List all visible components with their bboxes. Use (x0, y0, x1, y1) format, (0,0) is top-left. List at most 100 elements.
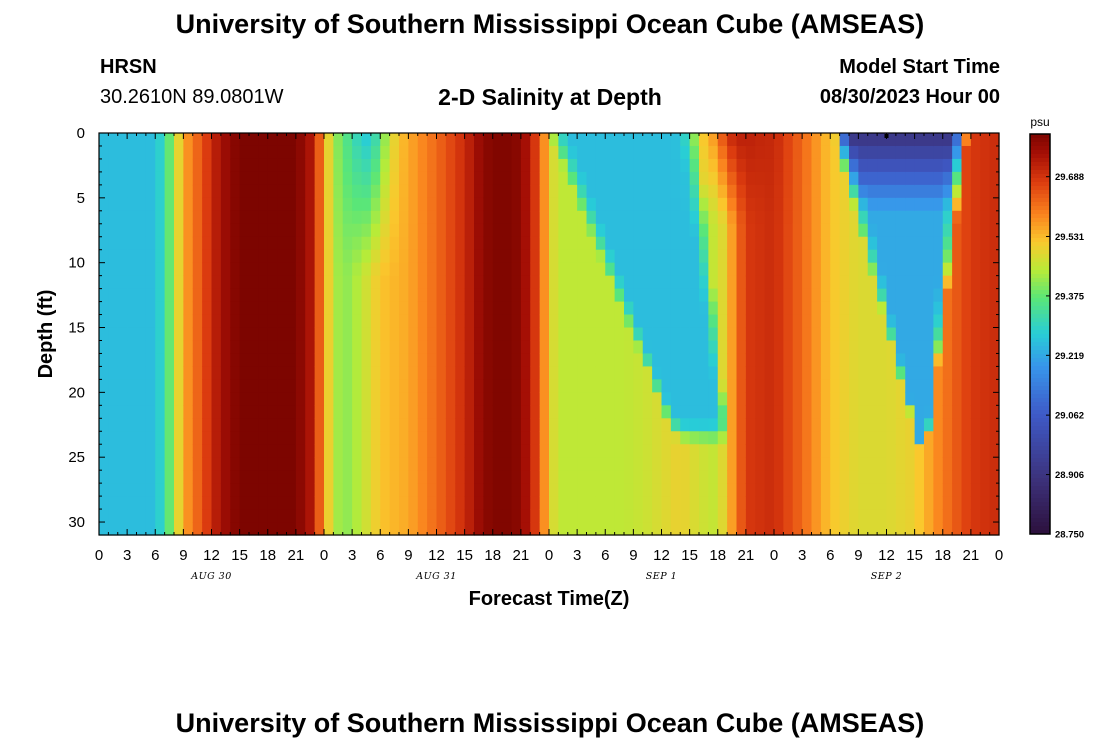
heatmap-cell (211, 236, 222, 251)
heatmap-cell (408, 509, 419, 523)
heatmap-cell (539, 470, 550, 484)
heatmap-cell (155, 145, 166, 160)
heatmap-cell (520, 353, 531, 368)
heatmap-cell (952, 133, 963, 147)
heatmap-cell (905, 327, 916, 342)
heatmap-cell (305, 133, 316, 147)
heatmap-cell (586, 327, 597, 342)
heatmap-cell (905, 457, 916, 471)
colorbar-segment (1030, 282, 1050, 287)
heatmap-cell (511, 158, 522, 173)
heatmap-cell (202, 275, 213, 290)
heatmap-cell (942, 275, 953, 290)
y-tick-label: 10 (68, 255, 85, 272)
heatmap-cell (99, 392, 109, 406)
heatmap-cell (286, 145, 297, 160)
heatmap-cell (567, 366, 578, 380)
heatmap-cell (361, 392, 372, 406)
heatmap-cell (249, 223, 259, 238)
heatmap-cell (670, 353, 681, 368)
colorbar-segment (1030, 446, 1050, 451)
heatmap-cell (595, 197, 606, 212)
heatmap-cell (577, 392, 588, 406)
heatmap-cell (567, 327, 578, 342)
heatmap-cell (877, 496, 888, 510)
heatmap-cell (117, 483, 128, 497)
heatmap-cell (211, 171, 222, 186)
heatmap-cell (783, 392, 794, 406)
heatmap-cell (633, 249, 644, 264)
heatmap-cell (820, 509, 831, 523)
heatmap-cell (642, 483, 653, 497)
heatmap-cell (595, 431, 606, 445)
heatmap-cell (520, 301, 531, 316)
heatmap-cell (361, 418, 372, 432)
heatmap-cell (183, 249, 194, 264)
heatmap-cell (202, 210, 213, 225)
heatmap-cell (183, 145, 194, 160)
heatmap-cell (483, 457, 494, 471)
heatmap-cell (689, 457, 700, 471)
heatmap-cell (989, 522, 1000, 536)
heatmap-cell (961, 210, 972, 225)
heatmap-cell (202, 223, 213, 238)
heatmap-cell (642, 457, 653, 471)
heatmap-cell (277, 158, 288, 173)
x-tick-label: 15 (231, 547, 248, 564)
heatmap-cell (436, 509, 447, 523)
heatmap-cell (952, 171, 963, 186)
heatmap-cell (117, 340, 128, 355)
heatmap-cell (577, 327, 588, 342)
heatmap-cell (905, 145, 916, 160)
heatmap-cell (183, 509, 194, 523)
heatmap-cell (699, 470, 709, 484)
heatmap-cell (249, 288, 259, 303)
heatmap-cell (230, 431, 241, 445)
heatmap-cell (333, 145, 344, 160)
heatmap-cell (699, 366, 709, 380)
heatmap-cell (342, 353, 353, 368)
heatmap-cell (239, 327, 250, 342)
heatmap-cell (764, 171, 775, 186)
heatmap-cell (164, 457, 175, 471)
heatmap-cell (849, 197, 859, 212)
heatmap-cell (792, 418, 803, 432)
heatmap-cell (549, 340, 559, 355)
heatmap-cell (830, 275, 841, 290)
heatmap-cell (220, 262, 231, 277)
heatmap-cell (755, 444, 766, 458)
heatmap-cell (258, 210, 269, 225)
heatmap-cell (708, 366, 719, 380)
heatmap-cell (136, 392, 147, 406)
heatmap-cell (202, 470, 213, 484)
heatmap-cell (295, 483, 306, 497)
heatmap-cell (155, 223, 166, 238)
heatmap-cell (174, 184, 184, 199)
heatmap-cell (914, 509, 925, 523)
heatmap-cell (530, 133, 541, 147)
heatmap-cell (408, 327, 419, 342)
heatmap-cell (136, 353, 147, 368)
heatmap-cell (127, 301, 138, 316)
heatmap-cell (436, 340, 447, 355)
heatmap-cell (174, 366, 184, 380)
heatmap-cell (905, 275, 916, 290)
heatmap-cell (305, 483, 316, 497)
heatmap-cell (567, 496, 578, 510)
heatmap-cell (99, 197, 109, 212)
heatmap-cell (277, 444, 288, 458)
heatmap-cell (642, 327, 653, 342)
heatmap-cell (914, 301, 925, 316)
heatmap-cell (539, 197, 550, 212)
heatmap-cell (342, 133, 353, 147)
heatmap-cell (895, 197, 906, 212)
heatmap-cell (914, 275, 925, 290)
heatmap-cell (577, 379, 588, 393)
heatmap-cell (342, 145, 353, 160)
heatmap-cell (380, 158, 391, 173)
heatmap-cell (117, 444, 128, 458)
heatmap-cell (727, 418, 738, 432)
heatmap-cell (427, 470, 438, 484)
heatmap-cell (464, 418, 475, 432)
heatmap-cell (717, 236, 728, 251)
